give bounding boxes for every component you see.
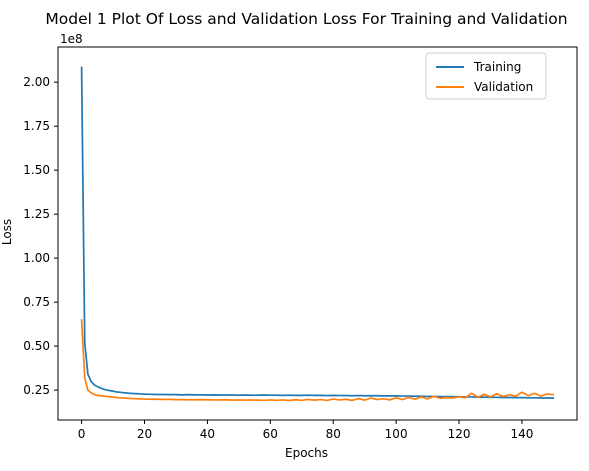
training-series-line: [80, 66, 555, 399]
x-tick-label: 140: [511, 427, 534, 441]
y-tick-label: 1.25: [23, 207, 50, 221]
y-tick-label: 0.75: [23, 295, 50, 309]
x-tick-label: 100: [385, 427, 408, 441]
y-tick-label: 1.75: [23, 119, 50, 133]
y-axis-label: Loss: [0, 219, 14, 245]
legend: Training Validation: [425, 52, 547, 100]
x-tick-label: 120: [448, 427, 471, 441]
plot-frame: [57, 46, 578, 421]
y-axis-ticks: 0.25 0.50 0.75 1.00 1.25 1.50 1.75 2.00: [23, 75, 58, 397]
x-tick-label: 40: [200, 427, 215, 441]
y-tick-label: 0.50: [23, 339, 50, 353]
x-axis-label: Epochs: [285, 446, 328, 460]
legend-training-label: Training: [473, 60, 521, 74]
x-axis-ticks: 0 20 40 60 80 100 120 140: [78, 420, 534, 441]
series-layer: [80, 66, 555, 402]
y-axis-offset-text: 1e8: [60, 32, 83, 46]
x-tick-label: 20: [137, 427, 152, 441]
x-tick-label: 80: [326, 427, 341, 441]
chart-title: Model 1 Plot Of Loss and Validation Loss…: [45, 10, 567, 28]
validation-series-line: [80, 318, 555, 402]
x-tick-label: 0: [78, 427, 86, 441]
legend-validation-label: Validation: [474, 80, 533, 94]
y-tick-label: 0.25: [23, 383, 50, 397]
x-tick-label: 60: [263, 427, 278, 441]
y-tick-label: 2.00: [23, 75, 50, 89]
y-tick-label: 1.00: [23, 251, 50, 265]
y-tick-label: 1.50: [23, 163, 50, 177]
